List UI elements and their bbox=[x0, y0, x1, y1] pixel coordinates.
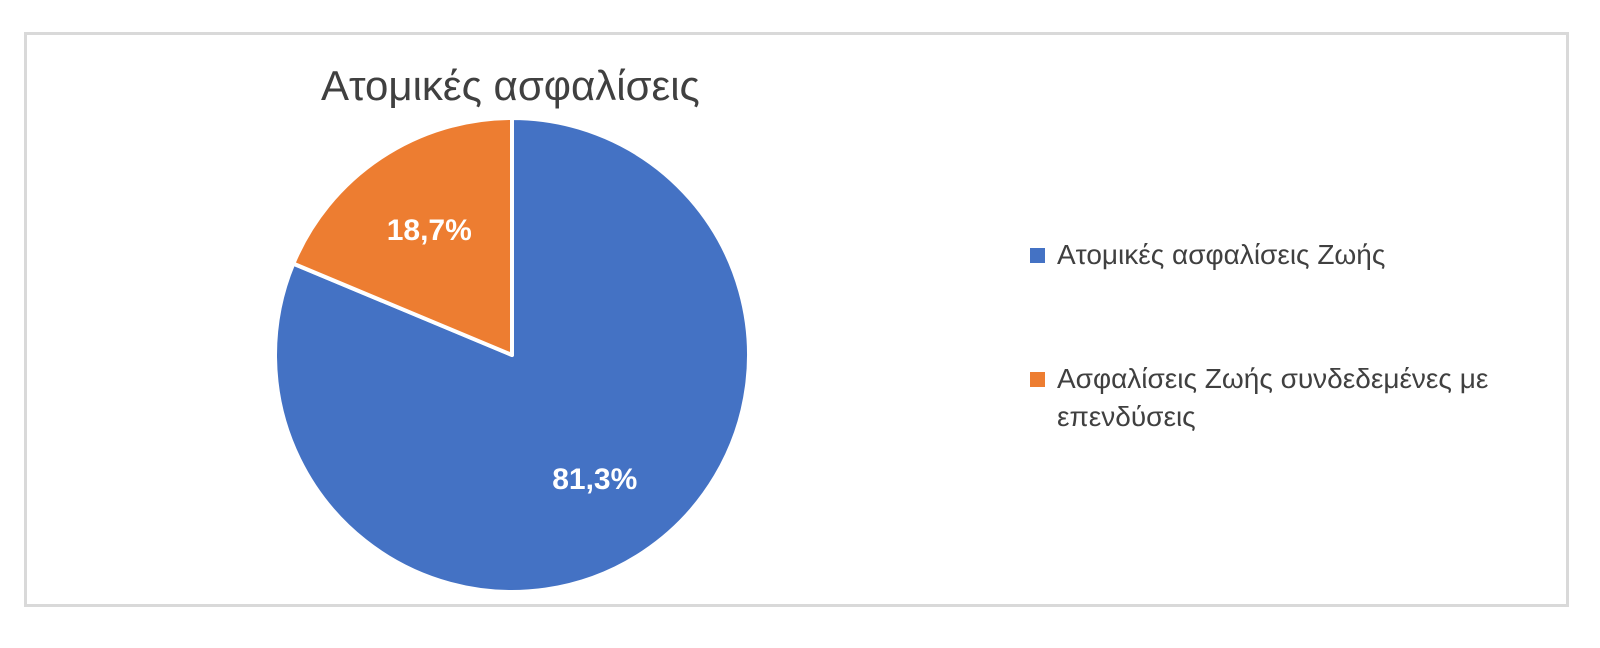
data-label-unit-linked: 18,7% bbox=[387, 214, 472, 247]
legend-item-unit-linked: Ασφαλίσεις Ζωής συνδεδεμένες με επενδύσε… bbox=[1030, 360, 1510, 436]
data-label-individual-life: 81,3% bbox=[552, 463, 637, 496]
pie-slice-unit-linked bbox=[291, 116, 514, 357]
legend-item-individual-life: Ατομικές ασφαλίσεις Ζωής bbox=[1030, 236, 1510, 274]
legend-label-individual-life: Ατομικές ασφαλίσεις Ζωής bbox=[1057, 239, 1386, 270]
legend: Ατομικές ασφαλίσεις Ζωής Ασφαλίσεις Ζωής… bbox=[1030, 236, 1510, 436]
legend-swatch-individual-life bbox=[1030, 248, 1045, 263]
pie-slices bbox=[273, 116, 751, 594]
legend-label-unit-linked: Ασφαλίσεις Ζωής συνδεδεμένες με επενδύσε… bbox=[1057, 363, 1489, 432]
legend-swatch-unit-linked bbox=[1030, 372, 1045, 387]
pie-data-labels: 81,3% 18,7% bbox=[387, 214, 638, 496]
chart-title: Ατομικές ασφαλίσεις bbox=[321, 62, 700, 109]
